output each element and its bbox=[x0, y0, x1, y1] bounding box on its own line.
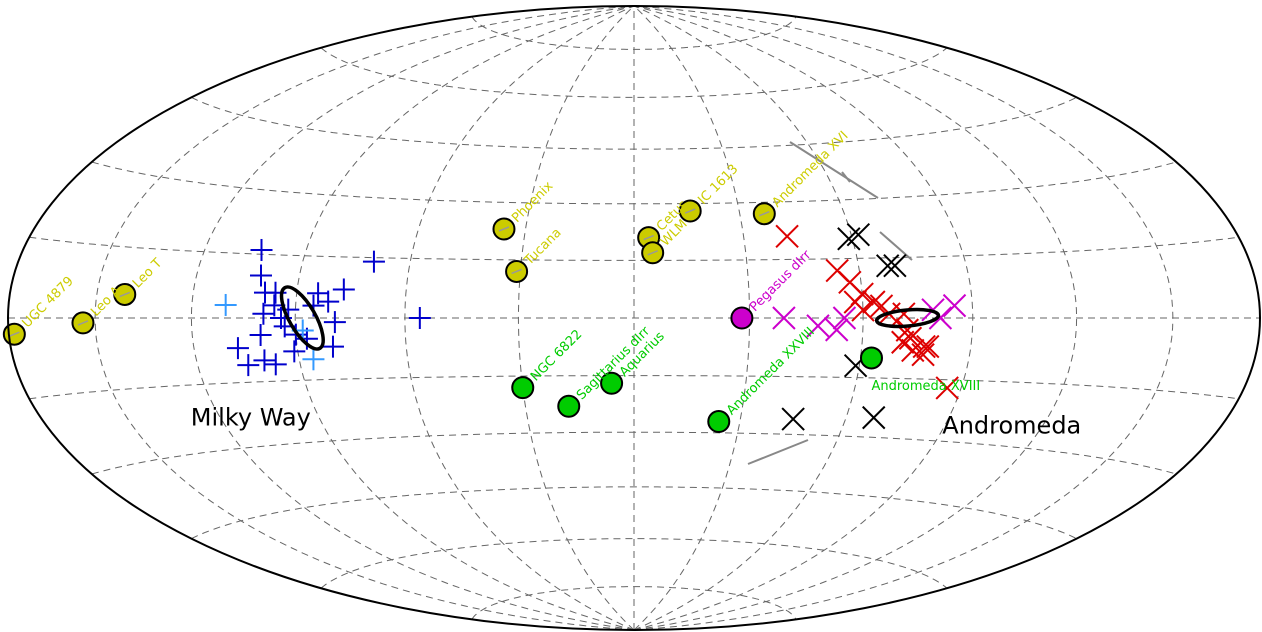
cross-marker bbox=[775, 224, 799, 248]
grid-meridian bbox=[633, 5, 1174, 631]
grid-meridian bbox=[190, 5, 635, 631]
galaxy-label: Tucana bbox=[521, 225, 565, 269]
grid-lines bbox=[8, 5, 1260, 631]
galaxy-label: UGC 4879 bbox=[20, 274, 77, 331]
velocity-tick bbox=[759, 211, 770, 217]
galaxy-label: IC 1613 bbox=[695, 162, 741, 208]
cross-marker bbox=[772, 306, 796, 330]
cross-marker bbox=[942, 293, 967, 318]
galaxy-label: Leo T bbox=[130, 256, 165, 291]
velocity-tick bbox=[647, 250, 658, 256]
velocity-tick bbox=[511, 268, 522, 275]
galaxy-label: Pegasus dIrr bbox=[747, 247, 815, 315]
trajectory-segment bbox=[841, 171, 851, 183]
cross-marker bbox=[781, 407, 805, 431]
plus-marker bbox=[323, 311, 346, 334]
plus-marker bbox=[249, 264, 272, 287]
cross-marker bbox=[883, 253, 907, 278]
galaxy-label: Andromeda XVI bbox=[770, 128, 852, 210]
plus-marker bbox=[252, 302, 275, 325]
trajectory-lines bbox=[747, 141, 913, 465]
trajectory-segment bbox=[879, 231, 913, 261]
cross-marker bbox=[862, 290, 886, 314]
plus-marker bbox=[362, 250, 385, 273]
plus-marker bbox=[237, 354, 260, 377]
velocity-tick bbox=[77, 320, 89, 326]
plus-marker bbox=[253, 349, 276, 372]
galaxy-marker bbox=[557, 394, 581, 418]
cross-marker bbox=[912, 334, 936, 359]
data-markers bbox=[2, 199, 967, 434]
plus-marker bbox=[302, 348, 325, 371]
plus-marker bbox=[317, 290, 340, 313]
highlight-ellipses bbox=[279, 285, 941, 351]
galaxy-marker bbox=[859, 346, 883, 370]
plus-marker bbox=[249, 323, 272, 346]
highlight-ellipse bbox=[279, 285, 325, 351]
cross-marker bbox=[862, 405, 886, 430]
velocity-tick bbox=[119, 291, 131, 298]
velocity-tick bbox=[498, 226, 510, 232]
region-label: Andromeda bbox=[942, 412, 1081, 440]
cross-marker bbox=[837, 227, 861, 251]
plus-marker bbox=[283, 340, 306, 363]
cross-marker bbox=[875, 254, 900, 278]
galaxy-marker bbox=[600, 371, 624, 395]
trajectory-segment bbox=[789, 141, 879, 199]
galaxy-label: Andromeda XXVIII bbox=[724, 325, 818, 419]
plus-marker bbox=[214, 293, 237, 316]
trajectory-segment bbox=[747, 439, 809, 465]
plus-marker bbox=[408, 307, 431, 329]
grid-parallel bbox=[191, 486, 1077, 540]
cross-marker bbox=[846, 222, 871, 247]
cross-marker bbox=[935, 376, 959, 400]
grid-meridian bbox=[633, 5, 974, 631]
velocity-tick bbox=[9, 331, 20, 337]
grid-meridian bbox=[294, 5, 635, 631]
cross-marker bbox=[892, 302, 916, 326]
plus-marker bbox=[264, 353, 287, 376]
grid-meridian bbox=[94, 5, 635, 631]
region-label: Milky Way bbox=[191, 403, 311, 431]
grid-meridian bbox=[633, 5, 864, 631]
cross-marker bbox=[824, 318, 849, 342]
velocity-tick bbox=[643, 234, 654, 241]
highlight-ellipse bbox=[874, 307, 941, 329]
plus-marker bbox=[250, 238, 273, 261]
cross-marker bbox=[911, 342, 935, 367]
cross-marker bbox=[832, 306, 857, 330]
galaxy-marker bbox=[707, 410, 731, 434]
galaxy-label: Phoenix bbox=[509, 179, 556, 226]
galaxy-marker bbox=[730, 306, 754, 330]
plus-marker bbox=[321, 335, 344, 358]
cross-marker bbox=[891, 330, 915, 354]
galaxy-marker bbox=[511, 376, 535, 400]
galaxy-label: Andromeda XVIII bbox=[871, 379, 980, 394]
cross-marker bbox=[806, 314, 830, 338]
grid-meridian bbox=[633, 5, 1078, 631]
cross-marker bbox=[916, 334, 940, 359]
cross-marker bbox=[851, 298, 875, 322]
grid-meridian bbox=[404, 5, 635, 631]
projection-boundary bbox=[7, 5, 1261, 631]
plus-marker bbox=[226, 337, 249, 360]
grid-meridian bbox=[517, 5, 635, 631]
plus-marker bbox=[332, 278, 355, 301]
velocity-tick bbox=[684, 208, 696, 214]
